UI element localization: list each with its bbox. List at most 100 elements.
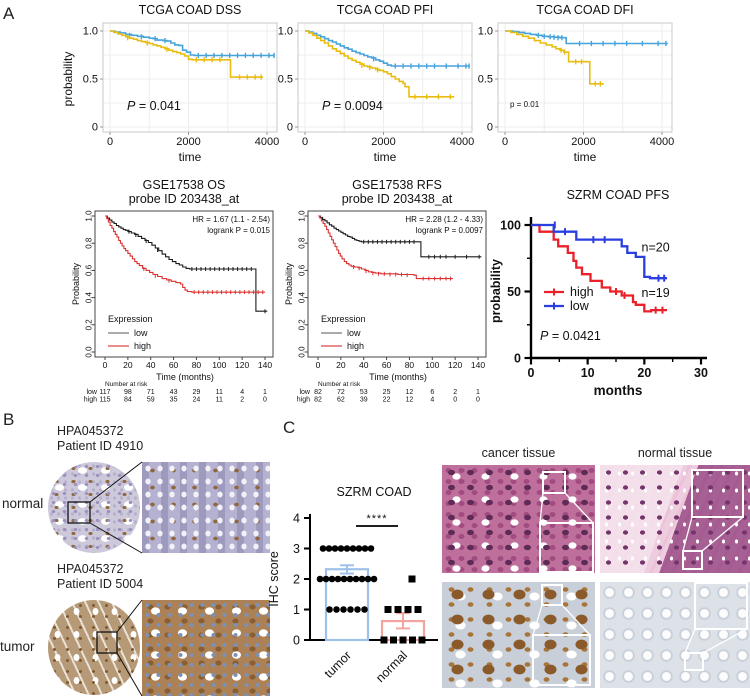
- svg-text:Expression: Expression: [108, 314, 153, 324]
- svg-text:0.4: 0.4: [85, 291, 94, 303]
- svg-text:0: 0: [287, 122, 293, 134]
- svg-text:probability: probability: [61, 52, 75, 107]
- svg-text:0: 0: [528, 366, 535, 380]
- svg-text:0: 0: [476, 397, 480, 404]
- svg-text:n=20: n=20: [642, 241, 670, 255]
- normal-overview-image: [48, 462, 140, 553]
- svg-text:high: high: [297, 397, 310, 404]
- svg-text:high: high: [84, 397, 97, 404]
- svg-text:0.0: 0.0: [298, 346, 307, 358]
- normal-row-label: normal: [2, 496, 44, 511]
- svg-text:4000: 4000: [450, 136, 474, 148]
- svg-text:35: 35: [170, 397, 178, 404]
- svg-text:20: 20: [123, 360, 133, 370]
- svg-text:0.5: 0.5: [278, 74, 293, 86]
- svg-text:0: 0: [263, 397, 267, 404]
- svg-text:1: 1: [476, 389, 480, 396]
- svg-text:low: low: [86, 389, 97, 396]
- svg-text:0.6: 0.6: [298, 264, 307, 276]
- svg-text:0: 0: [514, 352, 521, 366]
- svg-text:53: 53: [360, 389, 368, 396]
- svg-text:0.5: 0.5: [83, 74, 98, 86]
- svg-text:140: 140: [258, 360, 272, 370]
- svg-text:0: 0: [302, 136, 308, 148]
- svg-text:0.2: 0.2: [85, 319, 94, 331]
- svg-text:P = 0.0094: P = 0.0094: [322, 99, 383, 113]
- svg-text:0: 0: [316, 360, 321, 370]
- cancer-tissue-he-image: [442, 465, 595, 573]
- svg-text:0.0: 0.0: [85, 346, 94, 358]
- svg-text:0: 0: [502, 136, 508, 148]
- svg-text:GSE17538 OS: GSE17538 OS: [143, 178, 226, 192]
- svg-text:11: 11: [216, 389, 223, 396]
- svg-text:12: 12: [406, 397, 414, 404]
- svg-text:84: 84: [124, 397, 132, 404]
- svg-text:0.8: 0.8: [85, 237, 94, 249]
- gse17538-rfs-chart: 0 20 40 60 80 100 120 1400.00.20.40.60.81.0GSE1…: [284, 178, 487, 404]
- svg-text:12: 12: [406, 389, 414, 396]
- svg-text:low: low: [570, 299, 590, 313]
- svg-text:71: 71: [147, 389, 155, 396]
- svg-text:probability: probability: [489, 259, 503, 323]
- svg-text:probe ID 203438_at: probe ID 203438_at: [129, 192, 240, 206]
- svg-text:100: 100: [500, 219, 521, 233]
- svg-text:29: 29: [193, 389, 201, 396]
- svg-text:50: 50: [507, 285, 521, 299]
- svg-text:months: months: [594, 383, 643, 398]
- svg-text:high: high: [134, 341, 151, 351]
- tumor-row-label: tumor: [0, 639, 35, 654]
- svg-text:0: 0: [453, 397, 457, 404]
- svg-text:4000: 4000: [650, 136, 674, 148]
- svg-text:20: 20: [637, 366, 651, 380]
- svg-text:time: time: [179, 150, 202, 164]
- svg-text:tumor: tumor: [322, 648, 354, 680]
- svg-text:IHC score: IHC score: [267, 551, 281, 607]
- cancer-tissue-ihc-image: [442, 582, 595, 688]
- inset-frame: [682, 469, 744, 570]
- tcga-coad-dss-chart: 0 2000 4000 1.0 0.5 0 TCGA COAD DSS time probabi…: [61, 3, 279, 164]
- svg-text:140: 140: [471, 360, 485, 370]
- tcga-coad-dfi-chart: 0 2000 4000 1.0 0.5 0 TCGA COAD DFI time p = 0.0…: [478, 3, 675, 164]
- svg-text:30: 30: [694, 366, 708, 380]
- svg-text:20: 20: [336, 360, 346, 370]
- inset-frame: [539, 471, 594, 573]
- svg-text:low: low: [134, 328, 148, 338]
- svg-text:1: 1: [263, 389, 267, 396]
- svg-text:24: 24: [193, 397, 201, 404]
- svg-text:2000: 2000: [176, 136, 200, 148]
- szrm-coad-pfs-chart: 0 50 100 0 10 20 30 SZRM COAD PFS months probabil…: [489, 188, 708, 398]
- hpa-normal-id: HPA045372 Patient ID 4910: [57, 424, 143, 454]
- svg-text:low: low: [299, 389, 310, 396]
- svg-text:Time (months): Time (months): [369, 372, 427, 382]
- svg-text:0: 0: [103, 360, 108, 370]
- inset-frame: [532, 584, 591, 686]
- svg-text:HR = 2.28 (1.2 - 4.33): HR = 2.28 (1.2 - 4.33): [405, 215, 483, 224]
- svg-text:4: 4: [293, 512, 300, 526]
- tumor-zoom-image: [142, 600, 270, 696]
- svg-text:1: 1: [293, 603, 300, 617]
- svg-text:115: 115: [99, 397, 110, 404]
- svg-text:high: high: [570, 285, 594, 299]
- svg-text:0.2: 0.2: [298, 319, 307, 331]
- svg-text:TCGA COAD DSS: TCGA COAD DSS: [139, 3, 242, 17]
- svg-text:time: time: [374, 150, 397, 164]
- svg-text:82: 82: [314, 397, 322, 404]
- svg-text:logrank P = 0.015: logrank P = 0.015: [207, 226, 270, 235]
- svg-text:Probability: Probability: [284, 262, 294, 305]
- inset-frame: [684, 582, 748, 671]
- normal-tissue-he-image: [600, 465, 750, 573]
- hpa-patient: Patient ID 5004: [57, 577, 144, 591]
- svg-text:40: 40: [146, 360, 156, 370]
- svg-text:80: 80: [405, 360, 415, 370]
- svg-text:60: 60: [169, 360, 179, 370]
- svg-text:10: 10: [581, 366, 595, 380]
- svg-text:0: 0: [107, 136, 113, 148]
- svg-text:3: 3: [293, 542, 300, 556]
- normal-zoom-image: [142, 462, 270, 553]
- svg-text:100: 100: [425, 360, 439, 370]
- svg-text:SZRM COAD PFS: SZRM COAD PFS: [567, 188, 670, 202]
- svg-text:120: 120: [235, 360, 249, 370]
- hpa-accession: HPA045372: [57, 562, 124, 576]
- normal-tissue-ihc-image: [600, 582, 750, 688]
- roi-box: [67, 501, 91, 524]
